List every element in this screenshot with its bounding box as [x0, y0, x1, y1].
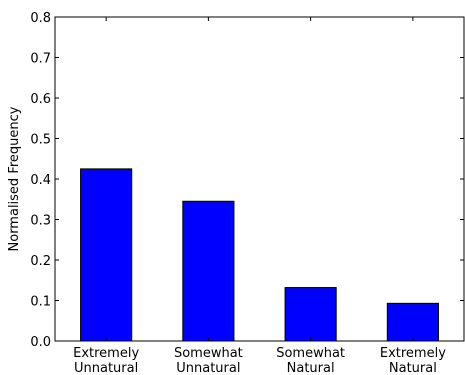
x-tick-label-3: Extremely Natural: [380, 346, 446, 375]
x-tick-label-0: Extremely Unnatural: [73, 346, 139, 375]
bar-3: [386, 302, 439, 342]
y-tick-label-8: 0.8: [30, 11, 51, 26]
y-tick-label-3: 0.3: [30, 214, 51, 229]
y-axis-title: Normalised Frequency: [7, 106, 22, 251]
bar-2: [284, 287, 337, 342]
y-tick-label-1: 0.1: [30, 295, 51, 310]
y-tick-label-2: 0.2: [30, 254, 51, 269]
y-tick-label-6: 0.6: [30, 92, 51, 107]
x-tick-label-1: Somewhat Unnatural: [174, 346, 243, 375]
y-tick-label-5: 0.5: [30, 133, 51, 148]
bar-0: [80, 168, 133, 342]
plot-frame: [54, 16, 465, 342]
y-tick-label-0: 0.0: [30, 335, 51, 350]
x-tick-label-2: Somewhat Natural: [276, 346, 345, 375]
bar-1: [182, 200, 235, 342]
y-tick-label-4: 0.4: [30, 173, 51, 188]
bars-group: [80, 168, 439, 342]
y-tick-labels: 0.0 0.1 0.2 0.3 0.4 0.5 0.6 0.7 0.8: [30, 11, 51, 350]
y-tick-label-7: 0.7: [30, 52, 51, 67]
x-tick-labels: Extremely Unnatural Somewhat Unnatural Somew…: [73, 346, 446, 375]
